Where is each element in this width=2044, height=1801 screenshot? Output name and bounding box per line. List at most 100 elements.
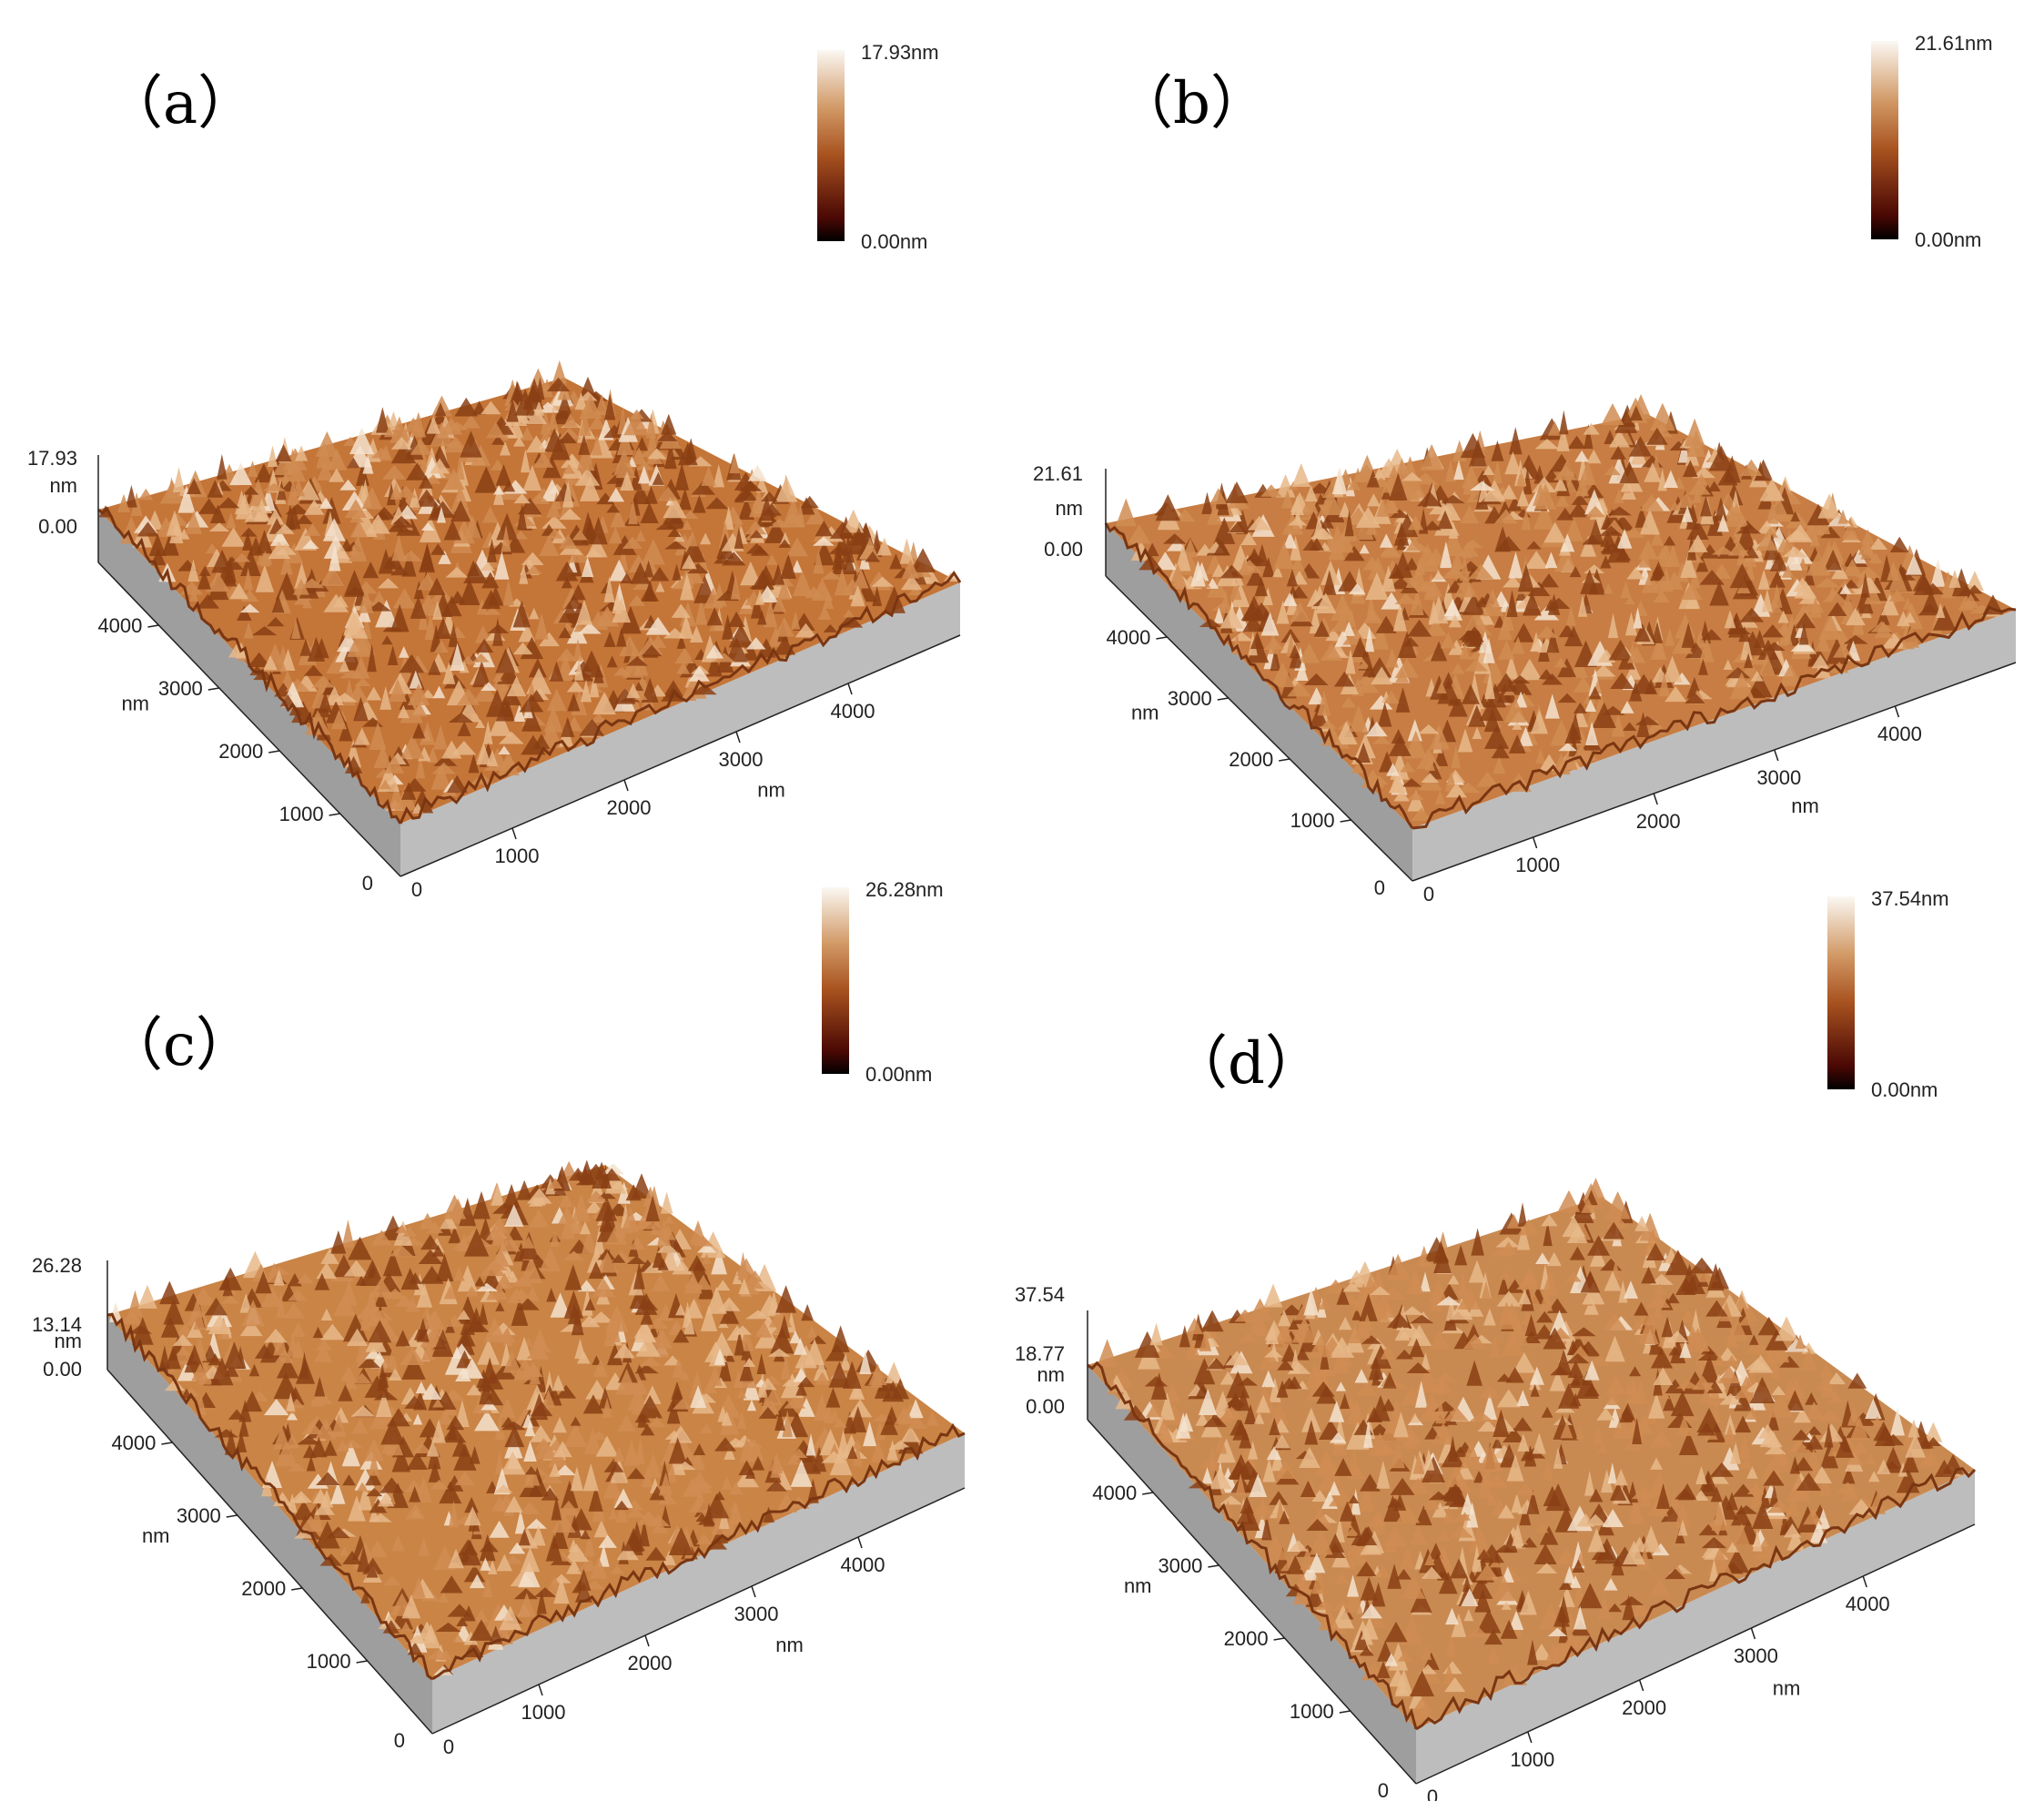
right-axis-tick: 3000 (734, 1603, 779, 1625)
left-axis-unit: nm (1131, 702, 1159, 724)
colorbar-max-label: 26.28nm (865, 878, 944, 901)
right-axis-origin: 0 (1427, 1786, 1438, 1801)
z-axis-bottom: 0.00 (1044, 538, 1083, 561)
surface-texture (98, 359, 958, 814)
right-axis-tick: 2000 (628, 1652, 673, 1675)
left-axis-unit: nm (1124, 1574, 1152, 1597)
left-axis-line (97, 562, 401, 877)
left-axis-line (1105, 575, 1413, 882)
left-axis-origin: 0 (394, 1729, 405, 1752)
left-axis-tick: 2000 (241, 1577, 286, 1600)
right-axis-tick: 4000 (1877, 723, 1922, 745)
right-axis-tick: 3000 (1734, 1644, 1778, 1667)
surface-right-edge (1412, 605, 2017, 830)
right-axis-tick: 1000 (521, 1701, 566, 1724)
z-axis-top: 37.54 (1015, 1283, 1065, 1306)
z-axis-top: 17.93 (27, 447, 77, 470)
left-axis-tick: 4000 (1092, 1482, 1137, 1504)
surface-right-edge (1415, 1467, 1977, 1731)
colorbar-min-label: 0.00nm (865, 1063, 932, 1086)
surface-right-wall (1412, 610, 2016, 881)
left-axis-unit: nm (121, 693, 149, 715)
left-axis-tick: 1000 (279, 803, 324, 825)
left-axis-unit: nm (142, 1524, 170, 1547)
right-axis-tick: 2000 (1622, 1696, 1666, 1719)
panel-b: （b）21.61nm0.00nm21.61nm0.004000300020001… (1033, 32, 2017, 906)
colorbar-max-label: 37.54nm (1871, 887, 1949, 910)
left-axis-origin: 0 (1374, 876, 1385, 899)
surface-left-wall (98, 510, 400, 876)
left-axis-tick: 3000 (177, 1504, 221, 1527)
panel-d: （d）37.54nm0.00nm37.5418.77nm0.0040003000… (1015, 887, 1977, 1801)
z-axis-mid: 13.14 (32, 1313, 82, 1336)
surface-right-wall (432, 1433, 965, 1734)
colorbar-min-label: 0.00nm (1915, 228, 1981, 251)
z-axis-top: 26.28 (32, 1254, 82, 1277)
surface-left-edge (106, 1312, 433, 1681)
right-axis-tick: 1000 (1515, 854, 1560, 876)
z-axis-mid: 18.77 (1015, 1342, 1065, 1365)
right-axis-tick: 4000 (1846, 1593, 1890, 1615)
right-axis-origin: 0 (443, 1735, 454, 1758)
right-axis-unit: nm (775, 1634, 804, 1656)
surface-right-edge (431, 1422, 966, 1681)
z-axis-unit: nm (1055, 497, 1083, 520)
surface-left-edge (1104, 522, 1414, 829)
z-axis-bottom: 0.00 (43, 1358, 82, 1381)
z-axis-bottom: 0.00 (1026, 1395, 1065, 1418)
left-axis-tick: 3000 (1158, 1554, 1202, 1577)
right-axis-tick: 1000 (1510, 1748, 1554, 1771)
right-axis-line (1415, 1523, 1976, 1785)
left-axis-tick: 1000 (307, 1650, 351, 1673)
left-axis-tick: 4000 (1106, 626, 1150, 649)
colorbar (1871, 41, 1898, 239)
surface-left-wall (1088, 1365, 1416, 1784)
panel-label: （b） (1115, 70, 1269, 137)
right-axis-tick: 2000 (1636, 810, 1681, 833)
left-axis-tick: 4000 (97, 614, 142, 637)
z-axis-bottom: 0.00 (38, 515, 77, 538)
surface-right-edge (399, 570, 962, 825)
right-axis-tick: 3000 (719, 748, 764, 771)
z-axis-top: 21.61 (1033, 462, 1083, 485)
left-axis-line (1087, 1419, 1417, 1785)
left-axis-tick: 3000 (1168, 687, 1212, 710)
left-axis-tick: 1000 (1290, 809, 1335, 832)
right-axis-unit: nm (757, 779, 785, 802)
right-axis-line (1412, 662, 2017, 882)
right-axis-line (431, 1487, 966, 1735)
colorbar (1827, 896, 1855, 1089)
left-axis-origin: 0 (362, 872, 373, 895)
right-axis-tick: 4000 (841, 1553, 885, 1576)
left-axis-tick: 4000 (111, 1432, 156, 1454)
left-axis-tick: 2000 (1224, 1627, 1269, 1650)
left-axis-line (106, 1369, 433, 1735)
surface-left-edge (97, 506, 402, 825)
surface-left-edge (1087, 1361, 1418, 1730)
colorbar-max-label: 21.61nm (1915, 32, 1993, 55)
surface-left-wall (1106, 523, 1412, 881)
panel-c: （c）26.28nm0.00nm26.2813.14nm0.0040003000… (32, 878, 966, 1758)
surface-right-wall (400, 582, 960, 876)
right-axis-tick: 4000 (831, 700, 875, 723)
surface-texture (1097, 1178, 1964, 1720)
right-axis-tick: 3000 (1756, 766, 1801, 789)
colorbar (817, 50, 845, 241)
colorbar-max-label: 17.93nm (861, 41, 939, 64)
surface-right-wall (1416, 1470, 1975, 1784)
left-axis-tick: 3000 (158, 677, 203, 700)
right-axis-unit: nm (1791, 794, 1819, 817)
right-axis-tick: 1000 (495, 845, 540, 867)
right-axis-line (400, 634, 961, 877)
colorbar-min-label: 0.00nm (861, 230, 927, 253)
panel-label: （d） (1169, 1030, 1323, 1098)
panel-label: （a） (105, 70, 256, 137)
z-axis-unit: nm (54, 1330, 82, 1352)
surface-left-wall (107, 1315, 432, 1734)
right-axis-origin: 0 (1423, 883, 1434, 906)
left-axis-tick: 2000 (1229, 748, 1273, 771)
left-axis-tick: 1000 (1290, 1700, 1334, 1723)
z-axis-unit: nm (49, 474, 77, 497)
right-axis-origin: 0 (411, 878, 422, 901)
